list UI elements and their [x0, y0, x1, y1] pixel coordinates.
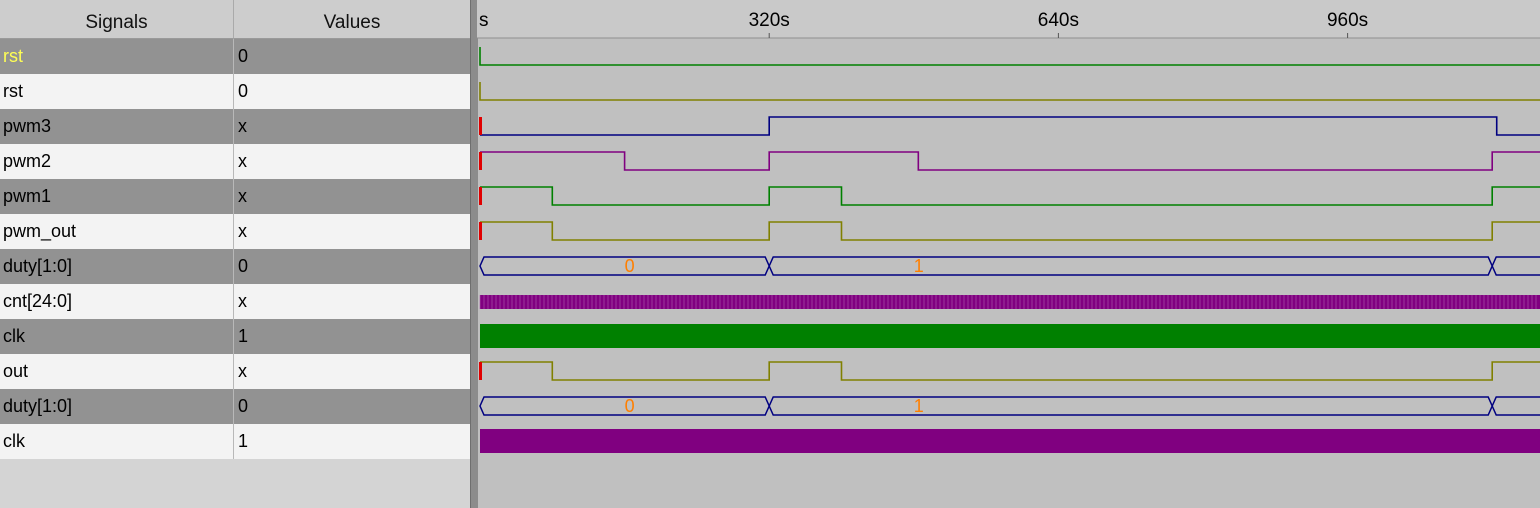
unknown-marker [479, 152, 482, 170]
column-separator [233, 144, 234, 179]
signal-value: x [238, 116, 247, 136]
panel-splitter[interactable] [470, 0, 478, 508]
column-separator [233, 389, 234, 424]
signal-row[interactable]: rst 0 [0, 74, 470, 109]
signal-name: rst [3, 81, 23, 101]
signal-value: 0 [238, 46, 249, 66]
timeline-background [477, 0, 1540, 38]
signal-name: pwm_out [3, 221, 77, 241]
waveform-canvas[interactable]: s320s640s960s1280s1600s1920s2240s2560s28… [477, 0, 1540, 508]
bus-value-label: 1 [914, 396, 924, 416]
bus-segment [1491, 256, 1540, 276]
signal-row[interactable]: pwm3 x [0, 109, 470, 144]
waveform-trace [479, 82, 1540, 101]
signal-value: 1 [238, 326, 249, 346]
timeline-unit-label: s [479, 10, 489, 31]
unknown-marker [479, 222, 482, 240]
bus-segment [768, 256, 1494, 276]
column-separator [233, 39, 234, 74]
waveform-trace [480, 151, 1540, 171]
column-separator [233, 354, 234, 389]
signal-panel: Signals Values rst 0 rst 0 pwm3 x pwm2 x pwm1 x pw… [0, 0, 470, 508]
signal-value: x [238, 221, 247, 241]
signal-row[interactable]: pwm_out x [0, 214, 470, 249]
signal-row[interactable]: pwm1 x [0, 179, 470, 214]
signal-name: pwm1 [3, 186, 52, 206]
waveform-trace [480, 361, 1540, 381]
signal-name: rst [3, 46, 23, 66]
clock-band [480, 324, 1540, 348]
timeline-tick-label: 320s [749, 10, 790, 31]
signal-row[interactable]: clk 1 [0, 319, 470, 354]
signal-name: clk [3, 326, 25, 346]
column-separator [233, 109, 234, 144]
signal-row[interactable]: cnt[24:0] x [0, 284, 470, 319]
signal-value: x [238, 151, 247, 171]
signal-row[interactable]: duty[1:0] 0 [0, 249, 470, 284]
bus-value-label: 1 [914, 256, 924, 276]
unknown-marker [479, 187, 482, 205]
signal-row[interactable]: pwm2 x [0, 144, 470, 179]
column-separator [233, 319, 234, 354]
column-separator [233, 424, 234, 459]
timeline-tick-label: 640s [1038, 10, 1079, 31]
waveform-trace [480, 186, 1540, 206]
signal-name: cnt[24:0] [3, 291, 73, 311]
column-separator [233, 179, 234, 214]
signal-name: pwm2 [3, 151, 52, 171]
signal-name: out [3, 361, 29, 381]
waveform-trace [480, 116, 1540, 136]
column-separator [233, 284, 234, 319]
unknown-marker [479, 117, 482, 135]
column-separator [233, 249, 234, 284]
signal-value: 0 [238, 396, 249, 416]
bus-segment [1491, 396, 1540, 416]
signal-name: pwm3 [3, 116, 52, 136]
signal-row[interactable]: rst 0 [0, 39, 470, 74]
unknown-marker [479, 362, 482, 380]
dense-bus-band [480, 295, 1540, 309]
waveform-view[interactable]: s320s640s960s1280s1600s1920s2240s2560s28… [477, 0, 1540, 508]
signal-value: 1 [238, 431, 249, 451]
signal-value: x [238, 186, 247, 206]
signal-value: 0 [238, 81, 249, 101]
signal-value: x [238, 361, 247, 381]
signal-name: clk [3, 431, 25, 451]
values-column-header[interactable]: Values [234, 0, 470, 39]
signal-row[interactable]: clk 1 [0, 424, 470, 459]
column-separator [233, 214, 234, 249]
signal-row[interactable]: duty[1:0] 0 [0, 389, 470, 424]
signal-value: x [238, 291, 247, 311]
signal-value: 0 [238, 256, 249, 276]
signal-row[interactable]: out x [0, 354, 470, 389]
bus-segment [768, 396, 1494, 416]
waveform-trace [479, 47, 1540, 66]
bus-value-label: 0 [625, 396, 635, 416]
signal-name: duty[1:0] [3, 396, 73, 416]
clock-band [480, 429, 1540, 453]
timeline-tick-label: 960s [1327, 10, 1368, 31]
waveform-trace [480, 221, 1540, 241]
bus-value-label: 0 [625, 256, 635, 276]
signals-column-header[interactable]: Signals [0, 0, 234, 39]
signal-name: duty[1:0] [3, 256, 73, 276]
column-separator [233, 74, 234, 109]
